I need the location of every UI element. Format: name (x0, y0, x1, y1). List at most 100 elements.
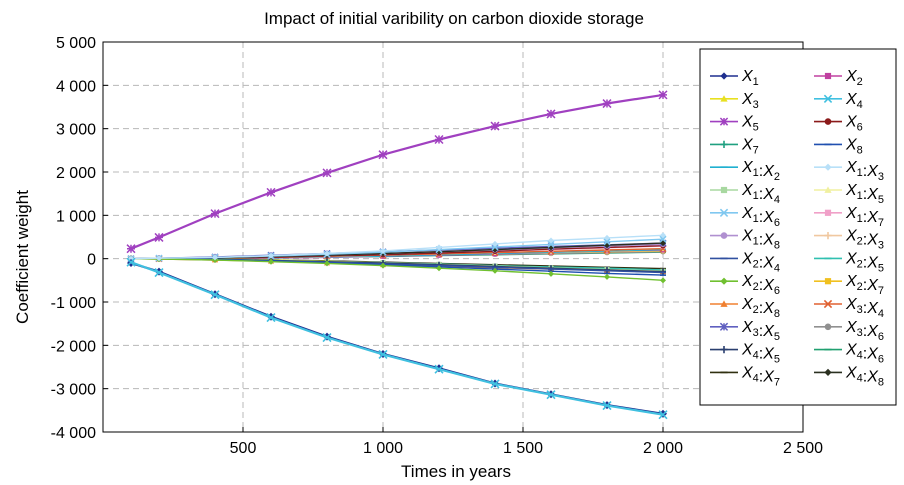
legend-item: X1:X6 (710, 205, 780, 229)
legend-label: X1:X3 (845, 159, 884, 183)
y-tick-label: 4 000 (56, 78, 96, 95)
data-point (604, 266, 610, 273)
data-point (436, 265, 442, 272)
data-point (380, 247, 386, 254)
data-point (492, 240, 498, 247)
data-point (322, 168, 332, 178)
legend-box (699, 48, 897, 406)
data-point (720, 186, 728, 194)
data-point (126, 257, 136, 267)
legend-item: X1 (710, 68, 759, 88)
legend-label: X4:X7 (741, 364, 780, 388)
legend-item: X8 (814, 136, 863, 156)
legend-item: X4:X7 (710, 364, 780, 388)
legend-item: X2:X8 (710, 296, 780, 320)
data-point (824, 323, 832, 331)
legend-item: X6 (814, 114, 863, 134)
series-layer (126, 90, 668, 420)
data-point (660, 232, 666, 239)
legend-label: X4:X8 (845, 364, 884, 388)
y-tick-label: 3 000 (56, 122, 96, 139)
legend-label: X4:X5 (741, 342, 780, 366)
legend-item: X5 (710, 114, 759, 134)
data-point (720, 140, 728, 148)
legend-label: X2:X5 (845, 250, 884, 274)
legend-label: X2:X6 (741, 273, 780, 297)
data-point (604, 234, 610, 241)
legend-item: X1:X4 (710, 182, 780, 206)
legend-label: X2 (845, 68, 863, 88)
data-point (720, 72, 728, 80)
data-point (602, 99, 612, 109)
data-point (659, 235, 667, 243)
data-point (602, 401, 612, 411)
data-point (824, 72, 832, 80)
legend-item: X1:X3 (814, 159, 884, 183)
data-point (434, 364, 444, 374)
x-tick-label: 500 (230, 440, 257, 457)
y-tick-label: -2 000 (51, 338, 96, 355)
legend-item: X3:X6 (814, 319, 884, 343)
data-point (378, 150, 388, 160)
data-point (720, 277, 728, 285)
legend-label: X2:X4 (741, 250, 780, 274)
x-tick-label: 2 000 (643, 440, 683, 457)
data-point (719, 117, 729, 126)
data-point (546, 109, 556, 119)
legend-item: X1:X2 (710, 159, 780, 183)
data-point (824, 163, 832, 171)
data-point (156, 255, 162, 262)
data-point (604, 273, 610, 280)
legend-item: X2 (814, 68, 863, 88)
legend-label: X8 (845, 136, 863, 156)
x-tick-label: 2 500 (783, 440, 823, 457)
data-point (548, 265, 554, 272)
data-point (720, 300, 728, 307)
data-point (548, 270, 554, 277)
data-point (824, 278, 832, 285)
tick-labels: 500 1 000 1 500 2 000 2 500 -4 000 -3 000 -2 00… (51, 35, 823, 457)
legend-item: X1:X7 (814, 205, 884, 229)
legend-label: X1:X7 (845, 205, 884, 229)
legend-label: X1:X2 (741, 159, 780, 183)
x-tick-label: 1 000 (363, 440, 403, 457)
data-point (268, 252, 274, 259)
y-tick-label: -3 000 (51, 382, 96, 399)
data-point (824, 232, 832, 240)
legend-item: X2:X7 (814, 273, 884, 297)
data-point (547, 240, 555, 248)
data-point (823, 299, 833, 309)
legend-item: X4 (814, 91, 863, 111)
legend-label: X3:X6 (845, 319, 884, 343)
data-point (324, 250, 330, 257)
data-point (491, 243, 499, 251)
data-point (660, 268, 666, 275)
data-point (268, 258, 274, 265)
legend-label: X1:X8 (741, 228, 780, 252)
legend-item: X2:X3 (814, 228, 884, 252)
data-point (660, 277, 666, 284)
data-point (546, 390, 556, 400)
legend-label: X2:X3 (845, 228, 884, 252)
y-tick-label: 2 000 (56, 165, 96, 182)
data-point (210, 290, 220, 300)
grid (103, 41, 804, 433)
data-point (324, 260, 330, 267)
chart-title: Impact of initial varibility on carbon d… (264, 9, 644, 28)
data-point (154, 232, 164, 242)
data-point (322, 332, 332, 343)
data-point (266, 313, 276, 323)
series-x4 (126, 257, 668, 420)
legend-label: X3:X4 (845, 296, 884, 320)
legend-label: X6 (845, 114, 863, 134)
legend-item: X1:X5 (814, 182, 884, 206)
series-x5 (126, 90, 668, 254)
series-x1-x3 (128, 232, 666, 262)
x-axis-label: Times in years (401, 462, 511, 481)
legend-label: X5 (741, 114, 759, 134)
y-tick-label: -4 000 (51, 425, 96, 442)
legend-label: X4 (845, 91, 863, 111)
data-point (824, 118, 832, 125)
legend-item: X4:X8 (814, 364, 884, 388)
